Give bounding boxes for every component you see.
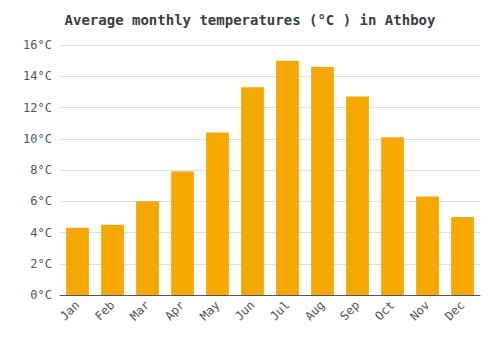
svg-text:14°C: 14°C: [23, 69, 52, 83]
svg-text:Jun: Jun: [232, 298, 257, 323]
svg-text:10°C: 10°C: [23, 132, 52, 146]
svg-text:Apr: Apr: [162, 298, 187, 323]
svg-text:Aug: Aug: [302, 298, 327, 323]
svg-text:Nov: Nov: [407, 298, 432, 323]
svg-text:Mar: Mar: [127, 298, 152, 323]
svg-text:2°C: 2°C: [30, 257, 52, 271]
svg-text:4°C: 4°C: [30, 226, 52, 240]
svg-text:Feb: Feb: [92, 298, 117, 323]
svg-text:16°C: 16°C: [23, 38, 52, 52]
svg-text:Sep: Sep: [337, 298, 362, 323]
svg-text:0°C: 0°C: [30, 288, 52, 302]
svg-text:Jan: Jan: [57, 298, 82, 323]
svg-text:8°C: 8°C: [30, 163, 52, 177]
svg-text:May: May: [197, 298, 222, 323]
svg-text:6°C: 6°C: [30, 194, 52, 208]
svg-text:Average monthly temperatures (: Average monthly temperatures (°C ) in At…: [65, 12, 436, 28]
svg-text:Oct: Oct: [372, 298, 397, 323]
svg-text:12°C: 12°C: [23, 101, 52, 115]
svg-text:Jul: Jul: [267, 298, 292, 323]
svg-text:Dec: Dec: [442, 298, 467, 323]
